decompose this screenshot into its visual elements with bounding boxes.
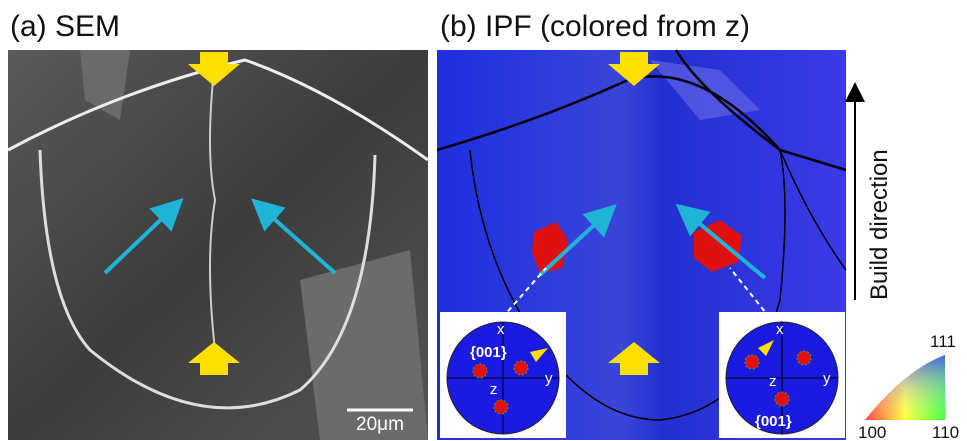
axis-label: x [497,321,505,338]
axis-label: y [823,370,831,387]
panel-title: (b) IPF (colored from z) [440,10,750,43]
pole-figure: x y z {001} [440,312,566,438]
scale-bar-label: 20μm [356,414,404,435]
color-key-label: 110 [932,423,959,441]
axis-label: y [545,370,553,387]
plane-label: {001} [470,344,507,361]
color-key: 111 100 110 [858,332,959,441]
color-key-label: 111 [930,332,956,351]
plane-label: {001} [755,413,792,430]
pole-figure: x y z {001} [719,312,845,438]
axis-label: z [490,381,498,398]
axis-label: z [769,373,777,390]
figure: (a) SEM (b) IPF (colored from z) 20μm x … [0,0,967,441]
sem-image: 20μm [8,50,428,440]
axis-label: x [776,321,784,338]
color-key-label: 100 [858,423,886,441]
build-direction-label: Build direction [866,149,893,300]
panel-title: (a) SEM [10,10,120,43]
